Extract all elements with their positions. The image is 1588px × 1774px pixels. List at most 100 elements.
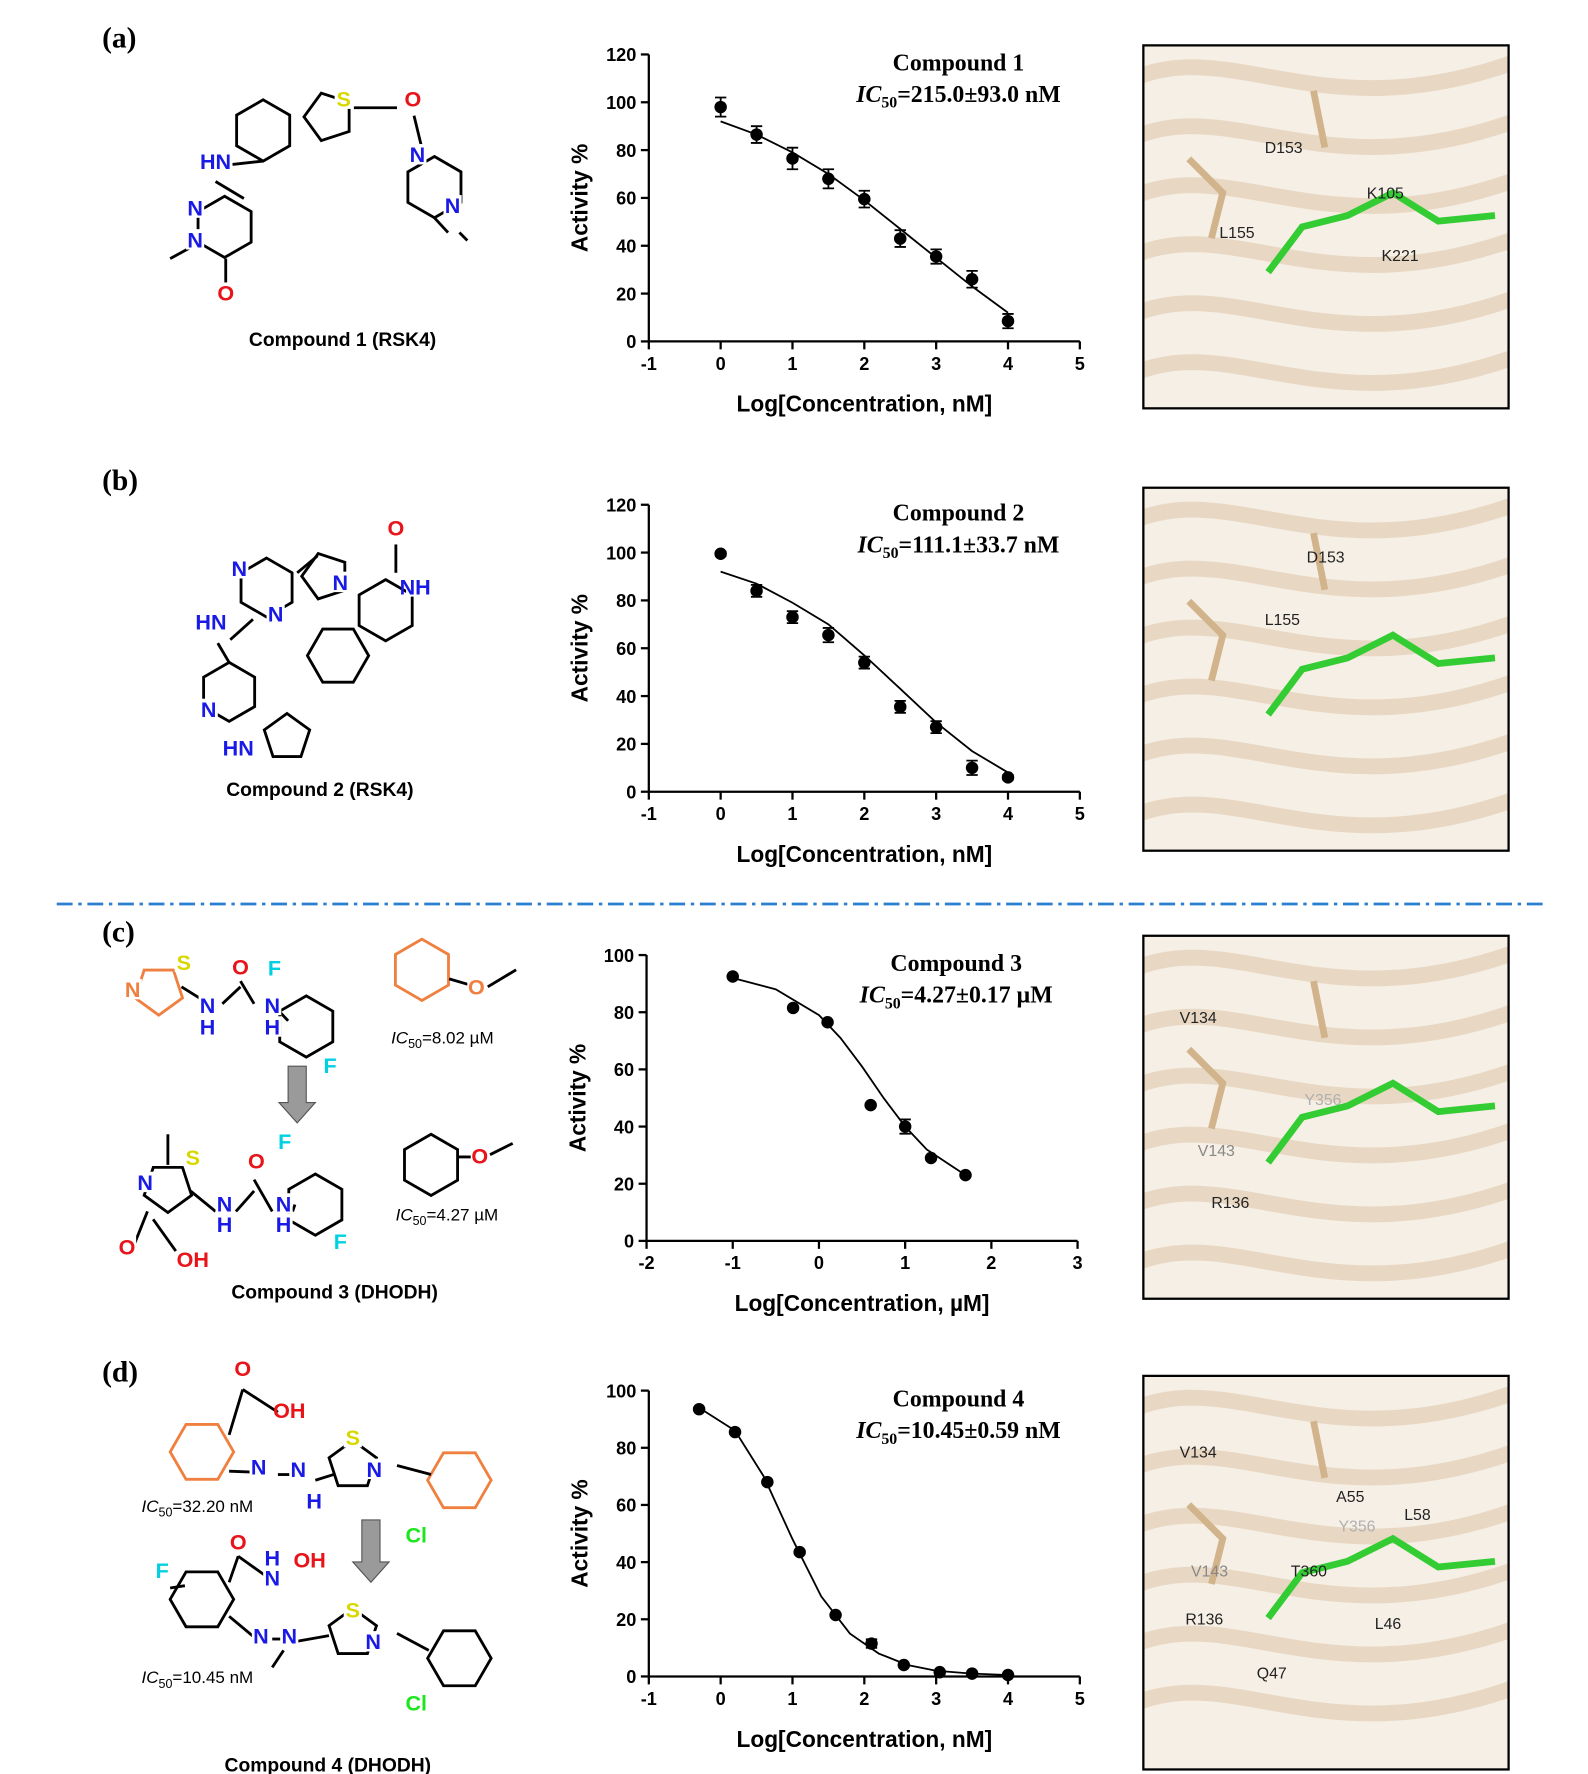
ic50-sub: 50 bbox=[881, 95, 897, 112]
data-point bbox=[786, 610, 799, 624]
atom-label: N bbox=[264, 993, 280, 1018]
atom-label: F bbox=[156, 1558, 169, 1583]
atom-mask bbox=[229, 1531, 248, 1552]
atom-label: H bbox=[264, 1014, 280, 1039]
data-point bbox=[858, 192, 871, 206]
atom-label: O bbox=[230, 1529, 247, 1554]
x-tick-label: 0 bbox=[716, 354, 726, 374]
ring bbox=[287, 1172, 344, 1237]
atom-mask bbox=[174, 951, 193, 973]
ligand bbox=[1265, 631, 1496, 717]
ic50-ic: IC bbox=[142, 1668, 160, 1687]
x-tick-label: 1 bbox=[900, 1253, 910, 1273]
ribbon bbox=[1143, 291, 1509, 332]
atom-label: H bbox=[264, 1545, 280, 1570]
ribbon bbox=[1143, 497, 1509, 539]
docking-bg bbox=[1143, 45, 1509, 409]
y-tick-label: 80 bbox=[616, 1439, 636, 1459]
atom-mask bbox=[249, 1456, 268, 1477]
bond bbox=[252, 1178, 274, 1213]
structure-caption: Compound 3 (DHODH) bbox=[231, 1283, 438, 1304]
data-point bbox=[865, 1637, 878, 1650]
y-tick-label: 0 bbox=[626, 1667, 636, 1687]
atom-mask bbox=[136, 1171, 155, 1193]
atom-label: N bbox=[333, 570, 349, 595]
ribbon bbox=[1143, 1004, 1509, 1046]
x-tick-label: -2 bbox=[638, 1253, 654, 1273]
bond bbox=[489, 1142, 514, 1156]
atom-mask bbox=[263, 1567, 282, 1588]
chart-annotation: IC50=215.0±93.0 nM bbox=[855, 82, 1060, 112]
x-tick-label: -1 bbox=[641, 1689, 657, 1709]
data-point bbox=[1001, 771, 1015, 784]
y-tick-label: 100 bbox=[606, 543, 636, 563]
bond bbox=[221, 985, 242, 1005]
bond bbox=[296, 554, 319, 574]
atom-mask bbox=[198, 994, 217, 1016]
data-point bbox=[894, 700, 907, 714]
x-tick-label: 2 bbox=[859, 354, 869, 374]
residue-label: L46 bbox=[1375, 1616, 1402, 1633]
ribbon bbox=[1143, 173, 1509, 214]
data-point bbox=[929, 250, 943, 263]
x-tick-label: 0 bbox=[716, 804, 726, 824]
y-tick-label: 20 bbox=[616, 284, 636, 304]
atom-mask bbox=[117, 1236, 137, 1257]
chart-title: Compound 2 bbox=[893, 501, 1025, 527]
atom-label: S bbox=[346, 1597, 360, 1622]
ic50-sub: 50 bbox=[159, 1506, 173, 1520]
bond bbox=[396, 1632, 430, 1652]
data-point bbox=[965, 273, 979, 286]
y-tick-label: 20 bbox=[616, 1610, 636, 1630]
y-tick-label: 0 bbox=[626, 332, 636, 352]
ring bbox=[327, 1606, 379, 1655]
data-point bbox=[728, 1425, 742, 1439]
data-point bbox=[894, 232, 907, 245]
y-tick-label: 80 bbox=[614, 1003, 634, 1023]
data-point bbox=[726, 970, 739, 983]
atom-mask bbox=[280, 1625, 299, 1646]
ic50-sub: 50 bbox=[881, 1431, 897, 1448]
atom-label: N bbox=[200, 993, 216, 1018]
data-point bbox=[1001, 314, 1015, 328]
atom-label: HN bbox=[195, 610, 226, 635]
atom-label: F bbox=[278, 1129, 291, 1154]
atom-mask bbox=[215, 1193, 234, 1214]
atom-mask bbox=[247, 1150, 266, 1171]
x-tick-label: -1 bbox=[641, 804, 657, 824]
data-point bbox=[786, 152, 799, 165]
bond bbox=[487, 968, 517, 989]
atom-label: O bbox=[217, 281, 234, 306]
structure-caption: Compound 4 (DHODH) bbox=[225, 1756, 432, 1774]
structure-caption: Compound 1 (RSK4) bbox=[249, 330, 436, 351]
atom-mask bbox=[230, 558, 249, 579]
ic50-value: =10.45 nM bbox=[172, 1668, 253, 1687]
y-axis-label: Activity % bbox=[564, 1044, 590, 1152]
atom-label: S bbox=[186, 1145, 200, 1170]
atom-label: Cl bbox=[406, 1523, 428, 1548]
data-point bbox=[897, 1658, 911, 1672]
data-point bbox=[933, 1665, 946, 1679]
data-point bbox=[714, 100, 727, 114]
bond bbox=[239, 980, 256, 1005]
ic50-note: IC50=8.02 µM bbox=[391, 1029, 494, 1052]
x-tick-label: 0 bbox=[814, 1253, 824, 1273]
atom-label: N bbox=[137, 1170, 153, 1195]
y-tick-label: 20 bbox=[614, 1175, 634, 1195]
atom-label: OH bbox=[294, 1548, 326, 1573]
ribbon bbox=[1143, 1681, 1509, 1722]
atom-mask bbox=[263, 1547, 282, 1568]
ring bbox=[235, 98, 292, 163]
atom-mask bbox=[186, 197, 205, 218]
atom-mask bbox=[343, 1426, 362, 1448]
y-tick-label: 60 bbox=[614, 1060, 634, 1080]
x-tick-label: -1 bbox=[641, 354, 657, 374]
data-point bbox=[821, 1015, 834, 1029]
ring bbox=[425, 1451, 493, 1510]
data-point bbox=[714, 547, 727, 561]
bond bbox=[314, 1473, 334, 1482]
bond bbox=[396, 1464, 432, 1476]
atom-mask bbox=[201, 611, 221, 632]
fit-curve bbox=[732, 977, 967, 1176]
bond bbox=[214, 180, 245, 200]
